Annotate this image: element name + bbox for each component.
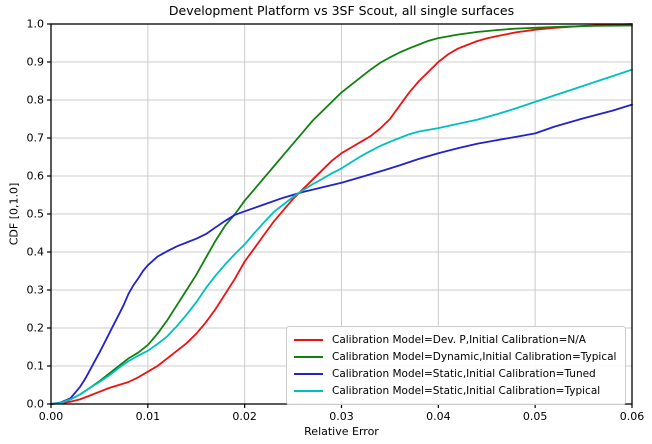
legend-entry: Calibration Model=Dynamic,Initial Calibr… — [294, 350, 616, 364]
series-line-3 — [50, 68, 633, 405]
y-tick-label: 0.2 — [27, 322, 45, 335]
legend-label: Calibration Model=Dynamic,Initial Calibr… — [332, 351, 617, 363]
series-line-2 — [50, 103, 633, 405]
x-tick-label: 0.06 — [620, 410, 645, 423]
legend-label: Calibration Model=Static,Initial Calibra… — [332, 385, 601, 397]
x-tick-label: 0.00 — [39, 410, 64, 423]
x-tick-label: 0.03 — [329, 410, 354, 423]
y-tick-label: 0.1 — [27, 360, 45, 373]
y-tick-label: 0.9 — [27, 56, 45, 69]
x-tick-label: 0.02 — [232, 410, 257, 423]
x-tick-label: 0.05 — [523, 410, 548, 423]
legend-entry: Calibration Model=Static,Initial Calibra… — [294, 384, 616, 398]
legend-line-swatch — [294, 339, 323, 341]
y-tick-label: 0.7 — [27, 132, 45, 145]
series-line-1 — [50, 24, 633, 405]
x-tick-label: 0.01 — [136, 410, 161, 423]
x-axis-label: Relative Error — [304, 425, 379, 438]
y-tick-label: 1.0 — [27, 18, 45, 31]
legend-entry: Calibration Model=Static,Initial Calibra… — [294, 367, 616, 381]
legend: Calibration Model=Dev. P,Initial Calibra… — [286, 326, 627, 405]
chart-title: Development Platform vs 3SF Scout, all s… — [168, 3, 515, 18]
y-tick-label: 0.4 — [27, 246, 45, 259]
legend-label: Calibration Model=Dev. P,Initial Calibra… — [332, 334, 586, 346]
legend-label: Calibration Model=Static,Initial Calibra… — [332, 368, 596, 380]
y-tick-label: 0.5 — [27, 208, 45, 221]
series-line-0 — [50, 23, 633, 405]
legend-line-swatch — [294, 390, 323, 392]
legend-line-swatch — [294, 373, 323, 375]
y-tick-label: 0.0 — [27, 398, 45, 411]
y-tick-label: 0.3 — [27, 284, 45, 297]
x-tick-label: 0.04 — [426, 410, 451, 423]
y-tick-label: 0.6 — [27, 170, 45, 183]
y-tick-label: 0.8 — [27, 94, 45, 107]
legend-line-swatch — [294, 356, 323, 358]
legend-entry: Calibration Model=Dev. P,Initial Calibra… — [294, 333, 616, 347]
